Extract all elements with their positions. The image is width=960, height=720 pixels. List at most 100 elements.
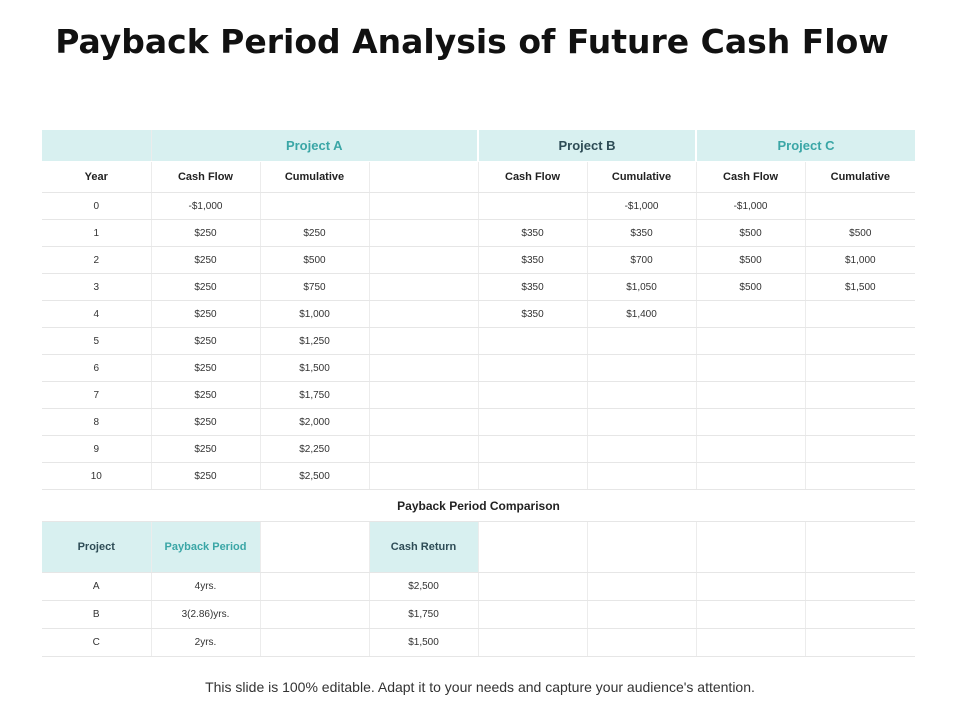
c-cash-flow-cell — [695, 354, 806, 382]
table-row: 8 $250 $2,000 — [42, 408, 916, 436]
comparison-empty-cell — [695, 600, 806, 629]
c-cumulative-cell — [804, 435, 916, 463]
comparison-title: Payback Period Comparison — [42, 489, 916, 522]
a-cumulative-cell: $250 — [259, 219, 369, 247]
c-cash-flow-cell — [695, 300, 806, 328]
column-header-row: Year Cash Flow Cumulative Cash Flow Cumu… — [42, 161, 916, 193]
comparison-project-cell: C — [42, 628, 151, 657]
year-cell: 10 — [42, 462, 151, 490]
comparison-cash-return-header: Cash Return — [368, 521, 479, 573]
a-cumulative-cell: $2,250 — [259, 435, 369, 463]
comparison-empty-cell — [477, 572, 588, 601]
a-cash-flow-cell: $250 — [150, 327, 260, 355]
year-cell: 0 — [42, 192, 151, 220]
spacer-header — [368, 161, 479, 193]
comparison-empty-cell — [804, 572, 916, 601]
a-cumulative-cell: $1,000 — [259, 300, 369, 328]
a-cumulative-cell: $1,500 — [259, 354, 369, 382]
year-cell: 5 — [42, 327, 151, 355]
comparison-empty-cell — [586, 628, 697, 657]
b-cash-flow-cell: $350 — [477, 300, 588, 328]
comparison-empty-header — [695, 521, 806, 573]
comparison-empty-cell — [477, 600, 588, 629]
spacer-cell — [368, 408, 479, 436]
comparison-cash-return-cell: $2,500 — [368, 572, 479, 601]
comparison-empty-header — [804, 521, 916, 573]
project-a-header: Project A — [150, 130, 479, 162]
comparison-blank-cell — [259, 572, 369, 601]
payback-table: Project A Project B Project C Year Cash … — [42, 130, 916, 657]
c-cumulative-cell — [804, 408, 916, 436]
table-row: 3 $250 $750 $350 $1,050 $500 $1,500 — [42, 273, 916, 301]
comparison-payback-cell: 2yrs. — [150, 628, 260, 657]
a-cash-flow-cell: $250 — [150, 273, 260, 301]
c-cash-flow-cell: $500 — [695, 273, 806, 301]
comparison-empty-cell — [477, 628, 588, 657]
comparison-blank-cell — [259, 600, 369, 629]
c-cumulative-cell — [804, 354, 916, 382]
c-cash-flow-header: Cash Flow — [695, 161, 806, 193]
a-cash-flow-cell: -$1,000 — [150, 192, 260, 220]
table-row: 4 $250 $1,000 $350 $1,400 — [42, 300, 916, 328]
b-cash-flow-cell — [477, 435, 588, 463]
b-cumulative-cell: $1,050 — [586, 273, 697, 301]
page-title: Payback Period Analysis of Future Cash F… — [55, 22, 889, 61]
spacer-cell — [368, 435, 479, 463]
a-cumulative-cell — [259, 192, 369, 220]
comparison-row: C 2yrs. $1,500 — [42, 628, 916, 657]
c-cash-flow-cell — [695, 462, 806, 490]
a-cumulative-cell: $500 — [259, 246, 369, 274]
footer-note: This slide is 100% editable. Adapt it to… — [205, 679, 755, 695]
a-cash-flow-cell: $250 — [150, 462, 260, 490]
c-cumulative-cell — [804, 192, 916, 220]
spacer-cell — [368, 246, 479, 274]
c-cumulative-cell: $1,000 — [804, 246, 916, 274]
a-cash-flow-cell: $250 — [150, 381, 260, 409]
a-cumulative-cell: $1,750 — [259, 381, 369, 409]
b-cash-flow-cell — [477, 192, 588, 220]
year-cell: 3 — [42, 273, 151, 301]
a-cash-flow-cell: $250 — [150, 408, 260, 436]
year-cell: 4 — [42, 300, 151, 328]
b-cumulative-header: Cumulative — [586, 161, 697, 193]
comparison-project-cell: A — [42, 572, 151, 601]
a-cash-flow-cell: $250 — [150, 435, 260, 463]
b-cumulative-cell — [586, 354, 697, 382]
table-row: 9 $250 $2,250 — [42, 435, 916, 463]
comparison-cash-return-cell: $1,500 — [368, 628, 479, 657]
spacer-cell — [368, 327, 479, 355]
a-cumulative-header: Cumulative — [259, 161, 369, 193]
comparison-empty-cell — [804, 600, 916, 629]
c-cumulative-cell — [804, 300, 916, 328]
a-cash-flow-cell: $250 — [150, 246, 260, 274]
comparison-blank-cell — [259, 628, 369, 657]
year-cell: 2 — [42, 246, 151, 274]
c-cumulative-cell — [804, 381, 916, 409]
spacer-cell — [368, 192, 479, 220]
c-cash-flow-cell — [695, 381, 806, 409]
b-cash-flow-cell — [477, 381, 588, 409]
comparison-cash-return-cell: $1,750 — [368, 600, 479, 629]
project-b-header: Project B — [477, 130, 697, 162]
table-row: 1 $250 $250 $350 $350 $500 $500 — [42, 219, 916, 247]
comparison-empty-cell — [695, 628, 806, 657]
c-cumulative-cell — [804, 327, 916, 355]
comparison-empty-cell — [586, 600, 697, 629]
a-cumulative-cell: $750 — [259, 273, 369, 301]
table-row: 5 $250 $1,250 — [42, 327, 916, 355]
table-row: 6 $250 $1,500 — [42, 354, 916, 382]
comparison-empty-cell — [804, 628, 916, 657]
c-cash-flow-cell — [695, 435, 806, 463]
table-row: 2 $250 $500 $350 $700 $500 $1,000 — [42, 246, 916, 274]
comparison-empty-header — [586, 521, 697, 573]
b-cash-flow-cell: $350 — [477, 273, 588, 301]
year-cell: 7 — [42, 381, 151, 409]
c-cash-flow-cell: -$1,000 — [695, 192, 806, 220]
a-cumulative-cell: $1,250 — [259, 327, 369, 355]
b-cumulative-cell — [586, 408, 697, 436]
spacer-cell — [368, 462, 479, 490]
a-cumulative-cell: $2,000 — [259, 408, 369, 436]
b-cash-flow-cell — [477, 462, 588, 490]
comparison-payback-cell: 3(2.86)yrs. — [150, 600, 260, 629]
table-row: 7 $250 $1,750 — [42, 381, 916, 409]
